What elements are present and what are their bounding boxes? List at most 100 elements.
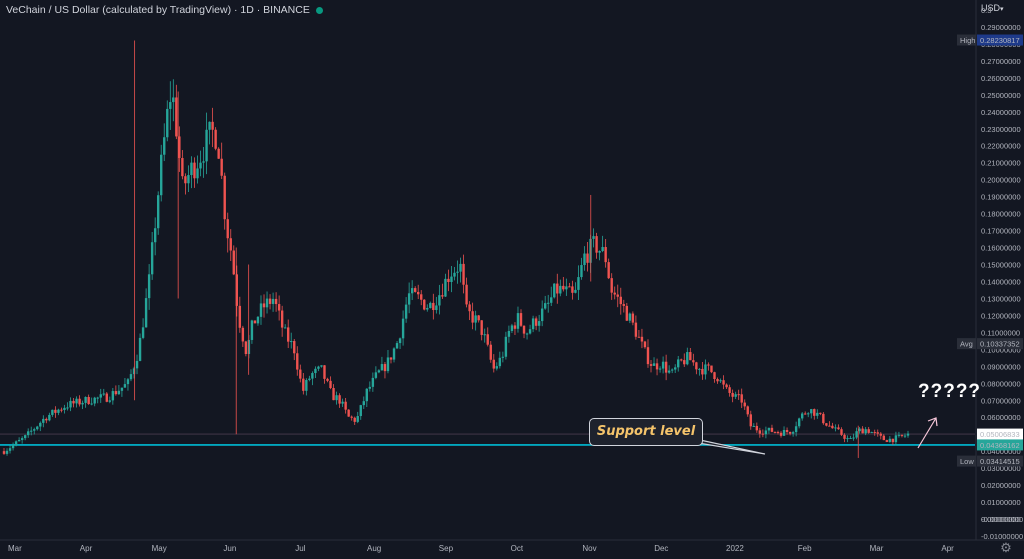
candle-body [129,374,133,380]
candle-body [235,274,239,306]
candle-body [220,158,223,176]
candle-body [737,394,740,396]
candle-body [888,438,892,442]
candle-body [867,429,870,433]
candle-body [870,432,873,434]
candle-body [277,304,281,311]
currency-selector[interactable]: USD▾ [981,3,1004,13]
candle-body [93,397,96,404]
candle-body [57,409,60,413]
x-tick-label: May [152,544,167,553]
y-tick-label: 0.17000000 [981,227,1021,236]
candle-body [710,365,713,373]
candle-body [613,292,616,295]
price-tag-bg [957,455,976,467]
candle-body [498,357,502,367]
price-tag-name: High [960,36,975,45]
candle-body [23,435,27,439]
candle-body [565,286,568,290]
candle-body [256,316,260,324]
candle-body [404,304,408,319]
candle-body [843,434,846,439]
candle-body [655,363,659,370]
candle-body [643,341,647,348]
candle-body [486,334,489,345]
candle-body [722,380,725,385]
candle-body [386,357,390,372]
candle-body [577,277,580,290]
candle-body [855,431,858,438]
price-label-bg [977,428,1023,440]
price-label-value: 0.03414515 [980,457,1020,466]
candle-body [658,368,662,370]
candle-body [429,302,432,308]
candle-body [126,379,130,385]
candle-body [17,439,21,442]
candle-body [677,359,680,368]
candle-body [695,362,698,370]
candle-body [117,390,121,395]
candle-body [755,425,759,431]
candle-body [214,129,217,149]
candle-body [894,435,898,443]
candle-body [858,428,861,432]
candle-body [311,373,314,379]
candle-body [752,425,756,427]
candle-body [622,304,625,306]
x-tick-label: Sep [439,544,454,553]
candle-body [84,397,87,403]
candle-body [359,405,362,417]
candle-body [764,430,768,435]
candle-body [531,318,535,330]
candle-body [619,296,622,305]
candle-body [592,236,595,239]
candle-body [253,320,257,324]
candle-body [825,423,828,426]
candle-body [876,432,879,434]
y-tick-label: 0.08000000 [981,379,1021,388]
candle-body [767,427,771,431]
candle-body [813,409,816,416]
y-tick-label: 0.09000000 [981,362,1021,371]
candle-body [670,369,674,371]
candle-body [395,343,399,349]
candle-body [96,397,99,399]
gear-icon[interactable]: ⚙ [1000,540,1012,555]
candle-body [335,395,338,401]
candle-body [314,368,317,374]
candle-body [519,313,523,326]
candle-body [906,433,910,436]
candle-body [873,432,876,434]
candle-body [51,409,54,415]
candle-body [701,368,704,375]
candle-body [268,298,272,304]
candle-body [290,341,293,343]
candle-body [864,429,867,434]
candle-body [45,418,48,421]
candle-body [534,318,538,326]
candle-body [193,162,196,179]
chevron-down-icon: ▾ [1000,6,1004,13]
candle-body [547,302,550,304]
candle-body [377,370,381,373]
x-tick-label: Feb [798,544,812,553]
candle-body [81,402,84,405]
candle-body [562,285,565,290]
candle-body [725,384,728,388]
candle-body [398,338,402,344]
candle-body [410,288,414,294]
candle-body [625,305,629,321]
question-marks-text: ????? [918,381,982,402]
candle-body [132,368,136,375]
candle-body [465,284,468,305]
candle-body [108,400,112,402]
candle-body [111,391,115,401]
candle-body [205,129,208,162]
candle-body [652,363,656,366]
candle-body [199,162,202,169]
candle-body [153,228,157,243]
y-tick-label: 0.24000000 [981,108,1021,117]
candle-body [770,427,774,432]
candle-body [211,121,214,130]
